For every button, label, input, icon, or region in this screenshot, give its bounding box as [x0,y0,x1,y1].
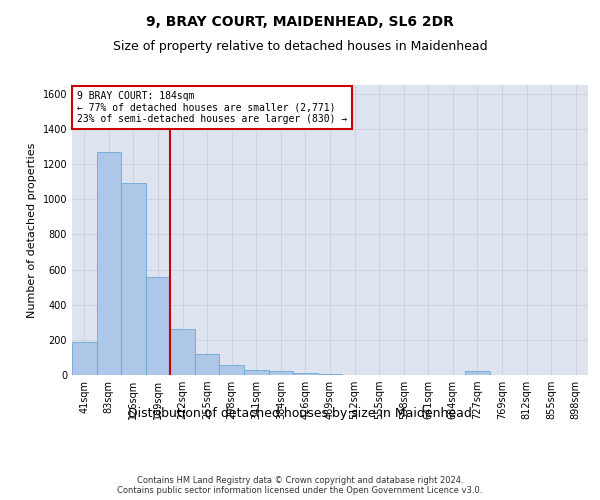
Text: Distribution of detached houses by size in Maidenhead: Distribution of detached houses by size … [128,408,472,420]
Bar [97,152,121,375]
Bar [293,373,318,375]
Bar [244,370,269,375]
Bar [269,372,293,375]
Text: Size of property relative to detached houses in Maidenhead: Size of property relative to detached ho… [113,40,487,53]
Bar [170,330,195,375]
Bar [195,354,220,375]
Text: Contains HM Land Registry data © Crown copyright and database right 2024.
Contai: Contains HM Land Registry data © Crown c… [118,476,482,495]
Text: 9, BRAY COURT, MAIDENHEAD, SL6 2DR: 9, BRAY COURT, MAIDENHEAD, SL6 2DR [146,15,454,29]
Text: 9 BRAY COURT: 184sqm
← 77% of detached houses are smaller (2,771)
23% of semi-de: 9 BRAY COURT: 184sqm ← 77% of detached h… [77,91,347,124]
Bar [72,342,97,375]
Bar [146,276,170,375]
Bar [318,374,342,375]
Bar [465,372,490,375]
Y-axis label: Number of detached properties: Number of detached properties [27,142,37,318]
Bar [121,184,146,375]
Bar [220,366,244,375]
